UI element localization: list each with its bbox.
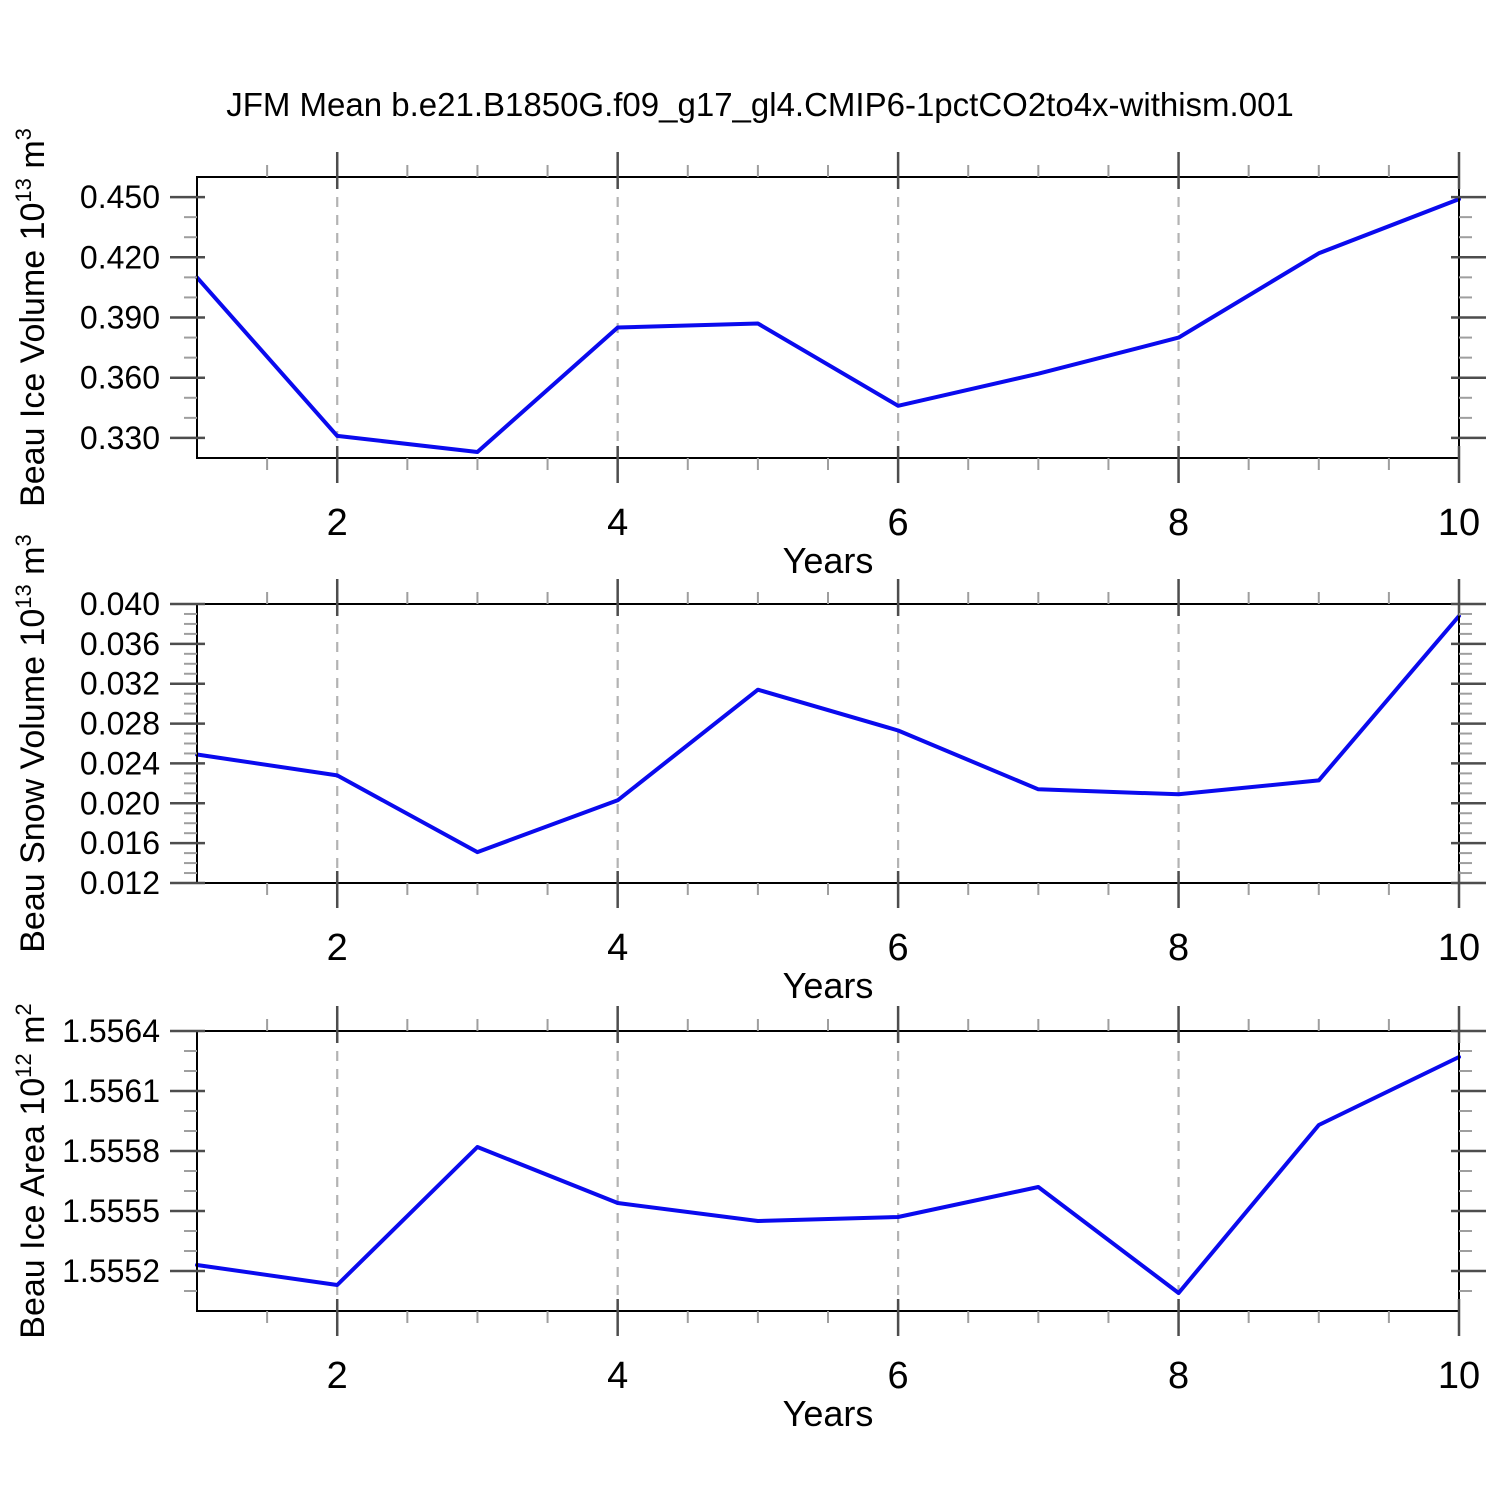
y-tick-label: 0.012 [80, 865, 160, 901]
y-axis-title-superscript: 13 [11, 584, 36, 608]
y-tick-label: 0.028 [80, 706, 160, 742]
x-tick-label: 6 [888, 927, 909, 969]
y-tick-label: 0.036 [80, 626, 160, 662]
x-tick-label: 10 [1438, 502, 1480, 544]
charts-group: 2 4 6 8 10 0.330 0.360 0.390 0.420 0.450 Years Beau… [11, 128, 1486, 1434]
plot-border [196, 603, 1460, 884]
y-tick-label: 0.024 [80, 745, 160, 781]
y-axis-title-text: Beau Ice Area 10 [14, 1078, 52, 1339]
x-tick-label: 2 [327, 927, 348, 969]
y-tick-label: 0.360 [80, 360, 160, 396]
x-tick-label: 2 [327, 1355, 348, 1397]
y-tick-label: 1.5561 [62, 1073, 160, 1109]
y-tick-label: 0.040 [80, 586, 160, 622]
y-tick-label: 0.016 [80, 825, 160, 861]
x-tick-label: 8 [1168, 1355, 1189, 1397]
x-tick-label: 2 [327, 502, 348, 544]
y-axis-title-text: Beau Snow Volume 10 [14, 609, 52, 953]
x-tick-label: 6 [888, 502, 909, 544]
y-axis-title: Beau Ice Area 1012 m2 [11, 1003, 52, 1338]
x-tick-label: 8 [1168, 927, 1189, 969]
y-tick-label: 0.420 [80, 239, 160, 275]
y-tick-label: 0.032 [80, 666, 160, 702]
x-tick-label: 10 [1438, 1355, 1480, 1397]
y-tick-label: 0.390 [80, 300, 160, 336]
x-tick-label: 4 [607, 502, 628, 544]
x-axis-title: Years [783, 1393, 874, 1434]
y-tick-label: 0.450 [80, 179, 160, 215]
y-axis-title-superscript: 2 [11, 1003, 36, 1015]
plot-border [196, 1030, 1460, 1312]
y-axis-title: Beau Snow Volume 1013 m3 [11, 534, 52, 953]
x-axis-title: Years [783, 540, 874, 581]
y-tick-label: 1.5552 [62, 1253, 160, 1289]
x-tick-label: 4 [607, 1355, 628, 1397]
y-axis-title-text: m [14, 1016, 52, 1054]
y-axis-title-text: m [14, 140, 52, 178]
figure-title: JFM Mean b.e21.B1850G.f09_g17_gl4.CMIP6-… [226, 86, 1294, 123]
x-axis-title: Years [783, 965, 874, 1006]
x-tick-label: 8 [1168, 502, 1189, 544]
chart-panel-1: 2 4 6 8 10 0.330 0.360 0.390 0.420 0.450 Years Beau… [11, 128, 1486, 581]
y-axis-title-text: Beau Ice Volume 10 [14, 203, 52, 507]
data-series-line [195, 1055, 1461, 1295]
y-axis-title-text: m [14, 546, 52, 584]
y-axis-title: Beau Ice Volume 1013 m3 [11, 128, 52, 507]
y-axis-title-superscript: 3 [11, 128, 36, 140]
data-series-line [195, 614, 1461, 855]
x-tick-label: 6 [888, 1355, 909, 1397]
y-axis-title-superscript: 3 [11, 534, 36, 546]
y-tick-label: 1.5558 [62, 1133, 160, 1169]
data-series-line [195, 197, 1461, 454]
x-tick-label: 10 [1438, 927, 1480, 969]
y-axis-title-superscript: 13 [11, 178, 36, 202]
y-tick-label: 0.020 [80, 785, 160, 821]
y-tick-label: 1.5564 [62, 1013, 160, 1049]
y-axis-title-superscript: 12 [11, 1053, 36, 1077]
y-tick-label: 1.5555 [62, 1193, 160, 1229]
chart-panel-3: 2 4 6 8 10 1.5552 1.5555 1.5558 1.5561 1.5564 Year… [11, 1003, 1486, 1434]
plot-border [196, 176, 1460, 459]
x-tick-label: 4 [607, 927, 628, 969]
y-tick-label: 0.330 [80, 420, 160, 456]
